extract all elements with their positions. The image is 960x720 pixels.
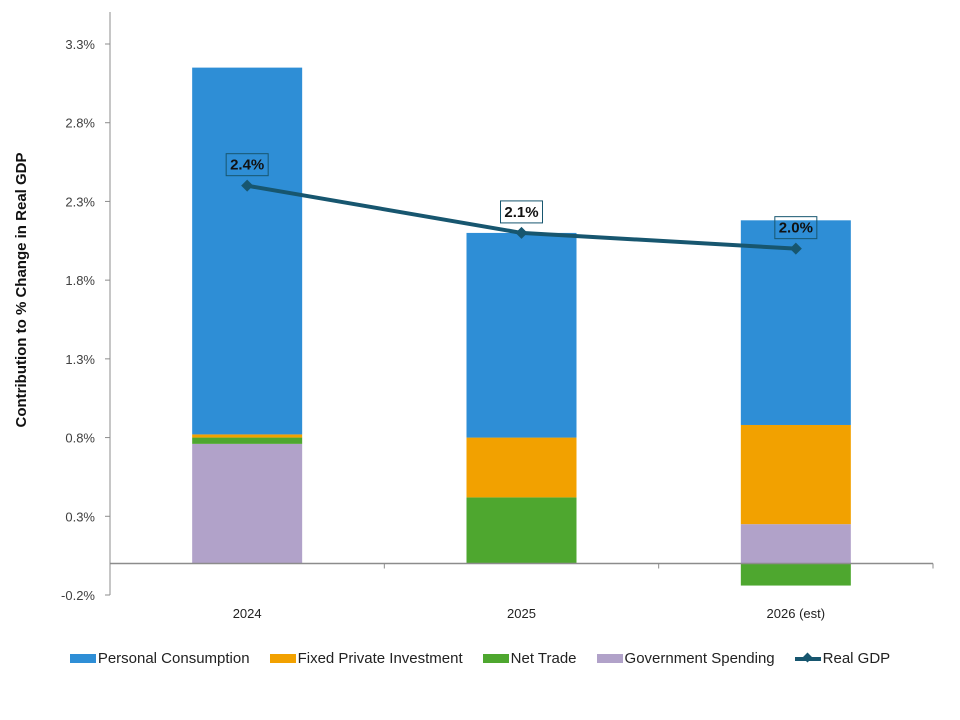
- legend-item-fixed-private-investment: Fixed Private Investment: [269, 650, 463, 667]
- bar-net-trade-2026-est: [740, 563, 851, 586]
- legend-item-personal-consumption: Personal Consumption: [69, 650, 250, 667]
- legend-swatch-government-spending: [596, 654, 623, 663]
- y-tick-label: 3.3%: [65, 37, 95, 52]
- y-tick-label: 0.3%: [65, 509, 95, 524]
- diamond-marker-icon: [802, 652, 813, 662]
- bar-personal-consumption-2025: [466, 232, 577, 438]
- legend-label: Real GDP: [822, 650, 891, 667]
- legend-swatch-net-trade: [482, 654, 509, 663]
- legend-label: Net Trade: [510, 650, 577, 667]
- y-tick-label: 1.3%: [65, 352, 95, 367]
- bars-layer: [192, 67, 851, 586]
- legend-swatch-personal-consumption: [69, 654, 96, 663]
- x-tick-label: 2026 (est): [767, 606, 826, 621]
- data-label-box: [500, 200, 543, 224]
- legend-label: Personal Consumption: [97, 650, 250, 667]
- y-tick-label: -0.2%: [61, 588, 95, 603]
- y-tick-label: 2.3%: [65, 194, 95, 209]
- data-label-box: [225, 153, 269, 177]
- legend: Personal Consumption Fixed Private Inves…: [0, 650, 960, 667]
- bar-net-trade-2024: [192, 437, 303, 444]
- real-gdp-marker-2026-est: [789, 242, 802, 255]
- real-gdp-marker-2024: [241, 179, 254, 192]
- real-gdp-marker-2025: [515, 226, 528, 239]
- real-gdp-line-layer: 2.4% 2.1% 2.0%: [225, 153, 818, 255]
- bar-government-spending-2024: [192, 443, 303, 564]
- y-tick-label: 1.8%: [65, 273, 95, 288]
- bar-fixed-private-investment-2025: [466, 437, 577, 498]
- bar-net-trade-2025: [466, 497, 577, 564]
- axes-layer: -0.2% 0.3% 0.8% 1.3% 1.8% 2.3% 2.8% 3.3% 2024 202…: [61, 12, 934, 621]
- data-label-real-gdp-2026-est: 2.0%: [779, 220, 813, 237]
- x-tick-label: 2024: [233, 606, 262, 621]
- data-label-box: [774, 216, 818, 240]
- bar-fixed-private-investment-2026-est: [740, 424, 851, 525]
- y-tick-label: 0.8%: [65, 431, 95, 446]
- legend-item-real-gdp: Real GDP: [794, 650, 891, 667]
- bar-fixed-private-investment-2024: [192, 434, 303, 438]
- data-label-real-gdp-2024: 2.4%: [230, 157, 264, 174]
- y-axis-label: Contribution to % Change in Real GDP: [13, 153, 30, 428]
- bar-government-spending-2026-est: [740, 524, 851, 564]
- legend-label: Fixed Private Investment: [297, 650, 463, 667]
- y-tick-label: 2.8%: [65, 116, 95, 131]
- data-label-real-gdp-2025: 2.1%: [504, 204, 538, 221]
- bar-personal-consumption-2024: [192, 67, 303, 435]
- legend-item-net-trade: Net Trade: [482, 650, 577, 667]
- legend-swatch-fixed-private-investment: [269, 654, 296, 663]
- legend-swatch-real-gdp: [794, 652, 821, 662]
- legend-item-government-spending: Government Spending: [596, 650, 775, 667]
- legend-label: Government Spending: [624, 650, 775, 667]
- x-tick-label: 2025: [507, 606, 536, 621]
